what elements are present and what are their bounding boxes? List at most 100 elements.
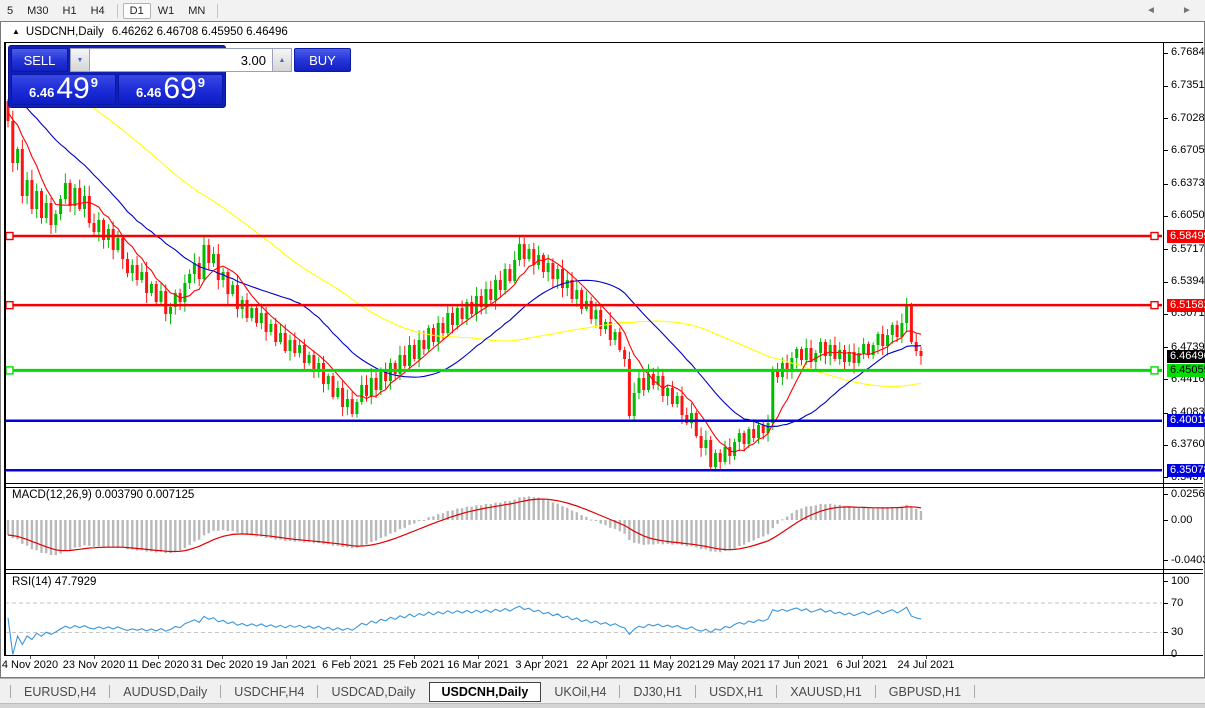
price-axis-separator [1163,42,1164,656]
tab-divider [109,685,111,698]
date-axis-label: 11 May 2021 [638,659,702,671]
chart-tab-dj30[interactable]: DJ30,H1 [633,684,683,699]
sell-price-button[interactable]: 6.46 49 9 [11,74,116,105]
chart-canvas[interactable] [5,43,1163,655]
chart-title-ohlc: 6.46262 6.46708 6.45950 6.46496 [111,26,288,38]
axis-tick [1164,53,1168,54]
price-axis-label: 30 [1171,626,1184,638]
pane-separator-2b[interactable] [5,573,1203,574]
chart-tab-audusd[interactable]: AUDUSD,Daily [123,684,208,699]
axis-tick [1164,249,1168,250]
chart-tab-usdcnh[interactable]: USDCNH,Daily [428,681,542,702]
chart-frame-top [5,42,1203,43]
hline-price-badge: 6.58499 [1167,230,1205,243]
timeframe-button-h4[interactable]: H4 [90,4,105,17]
timeframe-button-w1[interactable]: W1 [157,4,175,17]
tab-divider [776,685,778,698]
price-axis-label: -0.04038 [1171,554,1205,566]
sell-button[interactable]: SELL [11,48,68,72]
price-axis-label: 0 [1171,648,1178,660]
volume-decrease-icon[interactable]: ▼ [70,48,90,72]
current-price-badge: 6.46496 [1167,350,1205,363]
price-axis-label: 6.63730 [1171,177,1205,189]
timeframe-button-d1[interactable]: D1 [122,2,151,19]
ma-line-fast [7,111,922,453]
pane-separator-2a[interactable] [5,569,1203,570]
axis-tick [1164,184,1168,185]
timeframe-button-5[interactable]: 5 [7,4,14,17]
macd-label: MACD(12,26,9) 0.003790 0.007125 [12,489,195,501]
sell-price-big: 49 [56,72,90,105]
chart-tab-usdchf[interactable]: USDCHF,H4 [234,684,305,699]
chart-tab-usdx[interactable]: USDX,H1 [709,684,764,699]
chart-tab-ukoil[interactable]: UKOil,H4 [554,684,607,699]
buy-price-button[interactable]: 6.46 69 9 [118,74,223,105]
rsi-level-lines [5,602,1162,633]
tab-divider [220,685,222,698]
axis-tick [1164,520,1168,521]
axis-tick [1164,603,1168,604]
one-click-trading-panel: SELL ▼ ▲ BUY 6.46 49 9 6.46 69 9 [8,45,351,108]
date-tick [926,656,927,659]
chart-tab-usdcad[interactable]: USDCAD,Daily [331,684,416,699]
date-axis-label: 6 Feb 2021 [322,659,378,671]
date-axis-label: 4 Nov 2020 [1,659,59,671]
date-axis-label: 19 Jan 2021 [255,659,317,671]
chart-tab-eurusd[interactable]: EURUSD,H4 [24,684,97,699]
hline-price-badge: 6.45059 [1167,364,1205,377]
date-tick [30,656,31,659]
price-axis-label: 70 [1171,597,1184,609]
status-strip [0,703,1205,708]
tab-scroll-right-icon[interactable]: ► [1182,5,1192,16]
axis-tick [1164,413,1168,414]
collapse-triangle-icon[interactable]: ▲ [12,27,20,36]
date-tick [158,656,159,659]
price-axis-label: 0.00 [1171,514,1193,526]
macd-signal-line [7,498,922,553]
timeframe-button-h1[interactable]: H1 [62,4,77,17]
price-axis-label: 6.70285 [1171,112,1205,124]
ma-line-mid [7,90,922,428]
axis-tick [1164,118,1168,119]
axis-tick [1164,477,1168,478]
pane-separator-1a[interactable] [5,483,1203,484]
pane-separator-1b[interactable] [5,487,1203,488]
axis-tick [1164,655,1168,656]
timeframe-button-mn[interactable]: MN [188,4,206,17]
axis-tick [1164,86,1168,87]
chart-tab-xauusd[interactable]: XAUUSD,H1 [790,684,862,699]
chart-tab-gbpusd[interactable]: GBPUSD,H1 [888,684,962,699]
volume-input[interactable] [90,48,272,72]
timeframe-button-m30[interactable]: M30 [27,4,49,17]
tab-scroll-left-icon[interactable]: ◄ [1146,5,1156,16]
buy-price-big: 69 [163,72,197,105]
timeframe-toolbar: 5 M30 H1 H4 D1 W1 MN [0,0,1205,22]
date-axis-label: 31 Dec 2020 [190,659,254,671]
hline-price-badge: 6.51582 [1167,299,1205,312]
date-tick [798,656,799,659]
date-tick [606,656,607,659]
price-axis-label: 100 [1171,575,1190,587]
volume-increase-icon[interactable]: ▲ [272,48,292,72]
tab-divider [619,685,621,698]
buy-button[interactable]: BUY [294,48,351,72]
date-axis-label: 6 Jul 2021 [836,659,888,671]
toolbar-divider [116,3,118,18]
date-axis-label: 11 Dec 2020 [127,659,189,671]
candles [6,98,923,472]
date-tick [286,656,287,659]
date-tick [670,656,671,659]
chart-title: ▲ USDCNH,Daily 6.46262 6.46708 6.45950 6.4… [12,26,288,38]
sell-price-prefix: 6.46 [29,85,55,100]
price-axis-label: 6.67055 [1171,144,1205,156]
price-axis-label: 6.60500 [1171,209,1205,221]
axis-tick [1164,560,1168,561]
date-axis-label: 3 Apr 2021 [515,659,569,671]
buy-price-prefix: 6.46 [136,85,162,100]
date-tick [222,656,223,659]
hline-price-badge: 6.35078 [1167,464,1205,477]
date-axis: 4 Nov 2020 23 Nov 2020 11 Dec 2020 31 Dec 2… [1,656,1163,674]
buy-price-sup: 9 [197,75,205,90]
tab-divider [695,685,697,698]
